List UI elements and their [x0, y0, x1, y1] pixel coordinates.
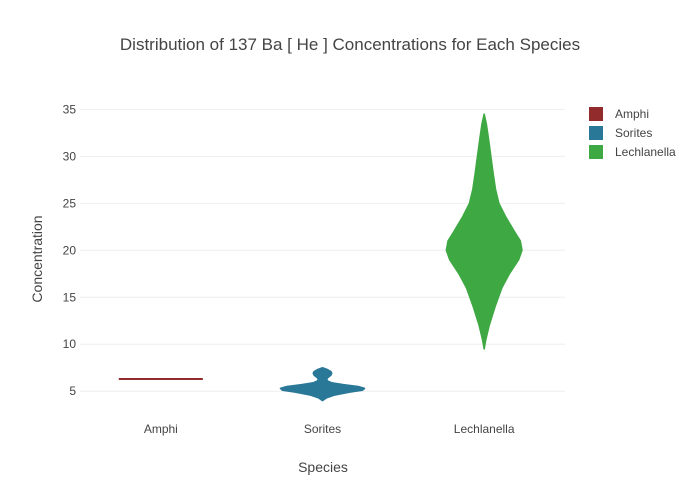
legend-label-lechlanella: Lechlanella: [615, 145, 676, 159]
chart-title: Distribution of 137 Ba [ He ] Concentrat…: [120, 35, 580, 54]
violin-lechlanella: [445, 113, 523, 350]
legend-swatch-lechlanella: [589, 145, 603, 159]
y-tick-label-30: 30: [63, 149, 77, 163]
legend: Amphi Sorites Lechlanella: [589, 107, 676, 159]
x-tick-label-sorites: Sorites: [304, 422, 341, 436]
x-axis-title: Species: [298, 459, 348, 475]
y-tick-label-20: 20: [63, 243, 77, 257]
legend-label-amphi: Amphi: [615, 107, 649, 121]
y-tick-label-5: 5: [69, 384, 76, 398]
violin-sorites: [279, 366, 366, 402]
x-tick-label-lechlanella: Lechlanella: [454, 422, 515, 436]
y-axis-ticks: 5 10 15 20 25 30 35: [63, 102, 77, 398]
x-tick-label-amphi: Amphi: [144, 422, 178, 436]
y-tick-label-15: 15: [63, 290, 77, 304]
gridlines: [80, 108, 565, 392]
violins: [118, 113, 523, 402]
y-tick-label-35: 35: [63, 102, 77, 116]
x-axis-ticks: Amphi Sorites Lechlanella: [144, 422, 515, 436]
legend-swatch-amphi: [589, 107, 603, 121]
legend-label-sorites: Sorites: [615, 126, 652, 140]
y-axis-title: Concentration: [29, 215, 45, 302]
y-tick-label-25: 25: [63, 196, 77, 210]
legend-swatch-sorites: [589, 126, 603, 140]
y-tick-label-10: 10: [63, 337, 77, 351]
